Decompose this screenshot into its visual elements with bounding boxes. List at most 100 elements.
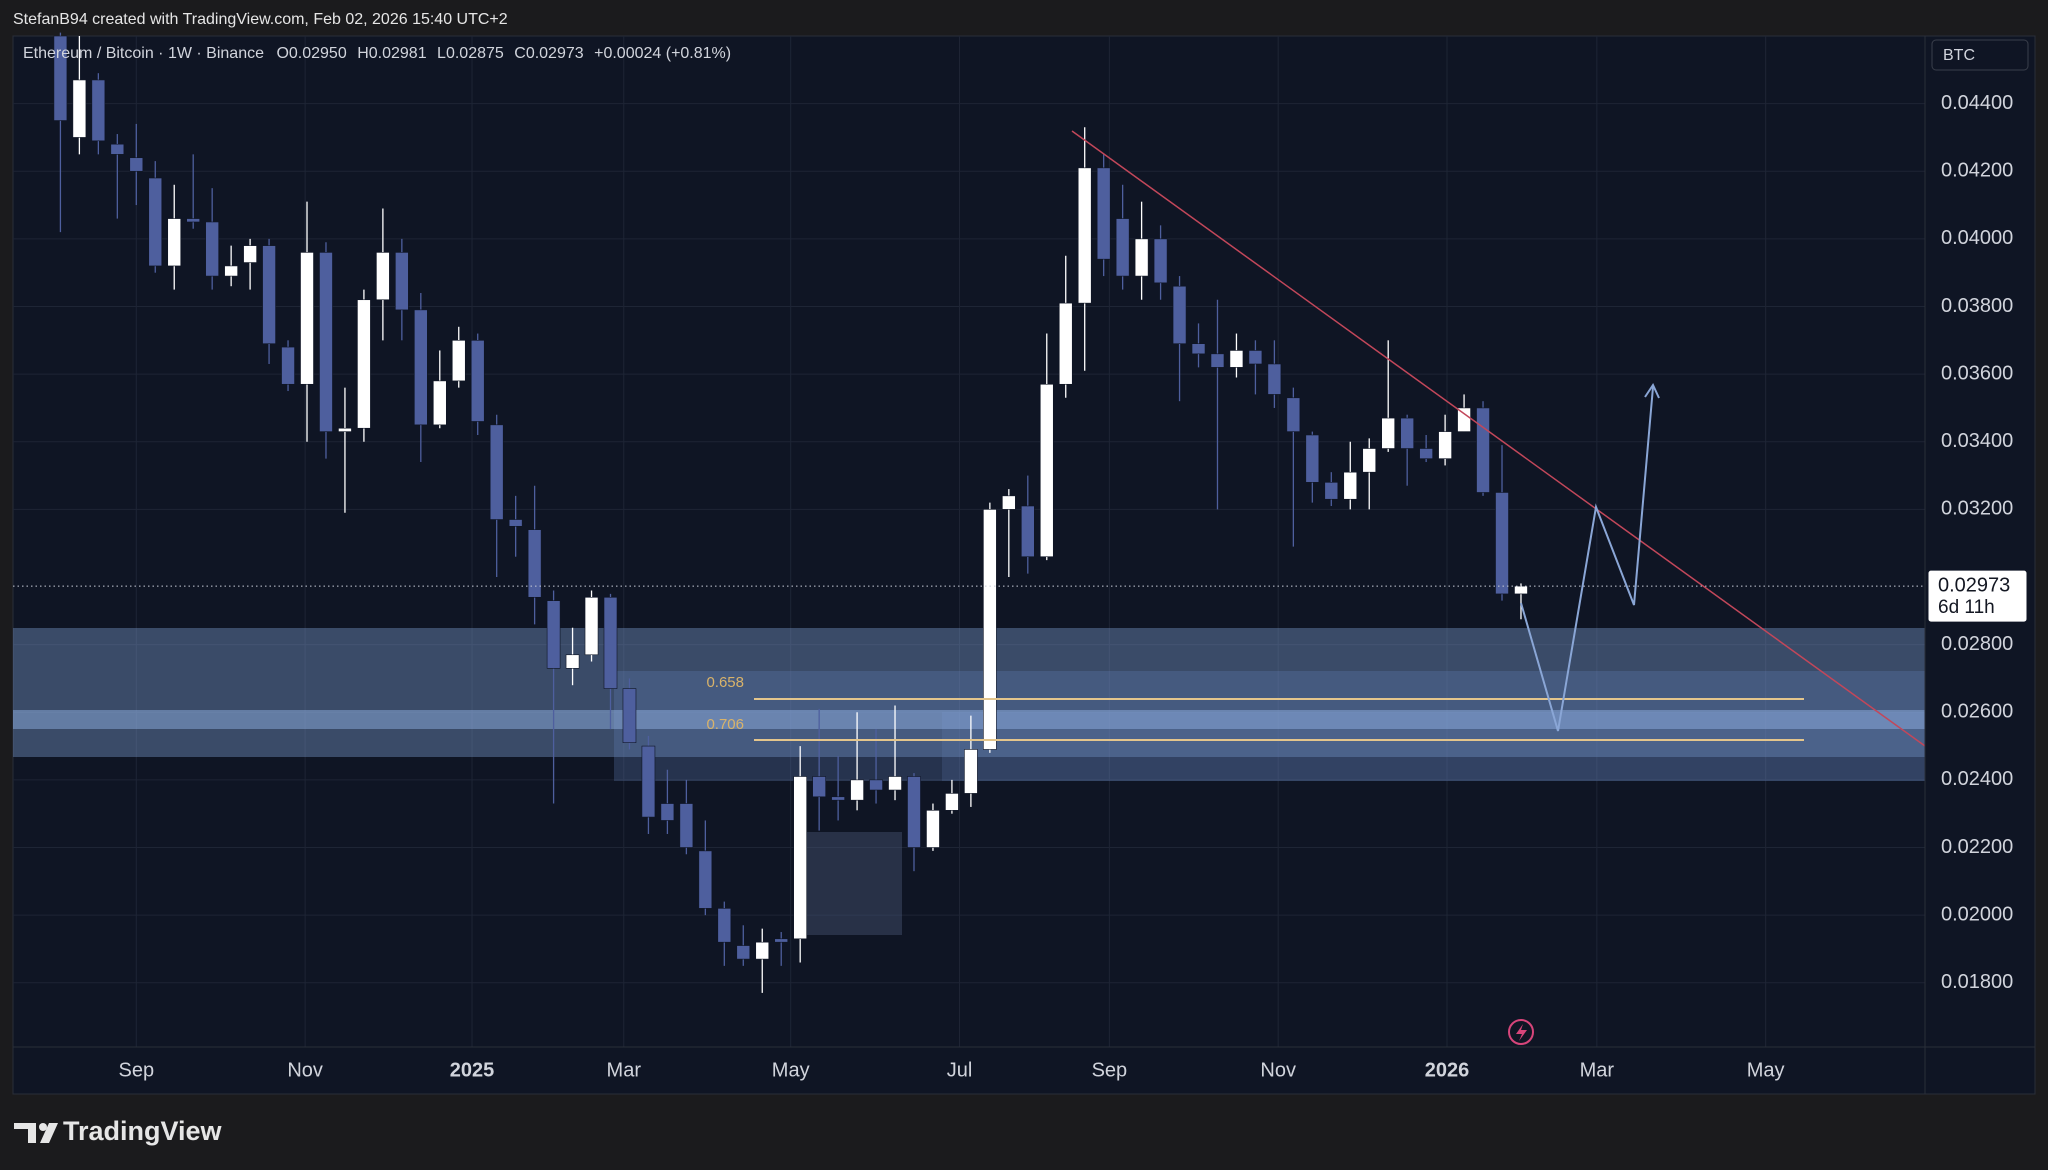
legend-key: H <box>357 45 369 62</box>
brand-logo <box>40 1123 58 1143</box>
candle-body <box>1324 482 1339 500</box>
y-tick-label: 0.04400 <box>1941 92 2013 114</box>
candle-body <box>1267 363 1282 395</box>
candle-body <box>1362 448 1377 473</box>
candle-body <box>1229 350 1244 368</box>
candle-body <box>660 803 675 821</box>
candle-body <box>850 779 864 801</box>
candle-body <box>489 424 504 520</box>
x-tick-label: 2026 <box>1425 1059 1470 1081</box>
candle-body <box>205 221 219 277</box>
y-tick-label: 0.02000 <box>1941 903 2013 925</box>
candle-body <box>186 218 200 223</box>
last-price-label: 0.02973 <box>1938 574 2010 596</box>
x-tick-label: May <box>772 1059 810 1081</box>
x-tick-label: Jul <box>947 1059 973 1081</box>
candle-body <box>888 776 902 791</box>
candle-body <box>1305 434 1320 483</box>
projection-arrow <box>1644 382 1660 399</box>
candle-body <box>470 340 485 422</box>
box <box>797 832 902 935</box>
chart-panel <box>12 35 2036 1095</box>
candle-body <box>983 509 997 750</box>
y-tick-label: 0.04000 <box>1941 227 2013 249</box>
candle-body <box>319 252 333 432</box>
x-tick-label: Nov <box>287 1059 323 1081</box>
candle-body <box>376 252 390 301</box>
currency-box[interactable] <box>1931 39 2029 71</box>
candles <box>53 32 1528 993</box>
candle-body <box>964 749 978 794</box>
y-tick-label: 0.03800 <box>1941 295 2013 317</box>
candle-body <box>641 745 656 818</box>
candle-body <box>774 938 789 943</box>
candle-body <box>281 346 295 385</box>
y-tick-label: 0.02200 <box>1941 836 2013 858</box>
candle-body <box>1210 353 1225 368</box>
candle-body <box>1476 407 1490 493</box>
candle-body <box>717 908 732 943</box>
candle-body <box>755 941 770 960</box>
y-tick-label: 0.03600 <box>1941 362 2013 384</box>
candle-body <box>1039 383 1054 558</box>
candle-body <box>1115 218 1130 277</box>
candle-body <box>698 850 713 909</box>
candle-body <box>1134 238 1149 277</box>
attribution: StefanB94 created with TradingView.com, … <box>13 11 508 28</box>
candle-body <box>1343 471 1358 500</box>
legend-change: +0.00024 (+0.81%) <box>594 45 731 62</box>
candle-body <box>300 252 314 385</box>
candle-body <box>1191 343 1206 355</box>
x-tick-label: Mar <box>607 1059 642 1081</box>
candle-body <box>793 776 807 940</box>
candle-body <box>546 600 561 669</box>
candle-body <box>1248 350 1263 365</box>
candle-body <box>1077 167 1092 304</box>
candle-body <box>907 776 921 848</box>
candle-body <box>72 79 87 138</box>
candle-body <box>508 519 523 527</box>
y-tick-label: 0.01800 <box>1941 971 2013 993</box>
legend-value: 0.02973 <box>526 45 584 62</box>
fib-label: 0.658 <box>706 674 744 691</box>
candle-body <box>584 596 599 656</box>
zone <box>13 628 1925 757</box>
trend-line <box>1071 130 1926 747</box>
candle-body <box>1495 492 1509 595</box>
candle-body <box>1172 285 1187 344</box>
y-tick-label: 0.02400 <box>1941 768 2013 790</box>
candle-body <box>129 157 144 172</box>
candle-body <box>1002 495 1016 510</box>
candle-body <box>1419 448 1433 459</box>
candle-body <box>1286 397 1301 432</box>
candle-body <box>1096 167 1111 260</box>
zone <box>942 712 1925 781</box>
brand-logo <box>14 1123 36 1143</box>
candle-body <box>603 596 618 689</box>
projection-path <box>1520 386 1654 732</box>
candle-body <box>451 340 466 382</box>
candle-body <box>148 177 163 267</box>
legend-key: O <box>276 45 288 62</box>
last-price-box <box>1927 569 2028 623</box>
candle-body <box>869 779 883 791</box>
candle-body <box>91 79 106 142</box>
candle-body <box>812 776 826 798</box>
x-tick-label: 2025 <box>450 1059 495 1081</box>
y-tick-label: 0.03400 <box>1941 430 2013 452</box>
candle-body <box>565 654 580 669</box>
x-tick-label: Sep <box>1092 1059 1128 1081</box>
candle-body <box>414 309 428 426</box>
legend-value: 0.02875 <box>446 45 504 62</box>
candle-body <box>1381 417 1395 449</box>
brand-name: TradingView <box>63 1116 223 1146</box>
candle-body <box>110 143 125 155</box>
candle-body <box>262 245 276 344</box>
candle-body <box>395 252 409 311</box>
candle-body <box>527 529 542 598</box>
candle-body <box>1438 431 1452 459</box>
x-tick-label: Mar <box>1580 1059 1615 1081</box>
fib-label: 0.706 <box>706 716 744 733</box>
candle-body <box>622 688 637 743</box>
x-tick-label: Nov <box>1260 1059 1296 1081</box>
